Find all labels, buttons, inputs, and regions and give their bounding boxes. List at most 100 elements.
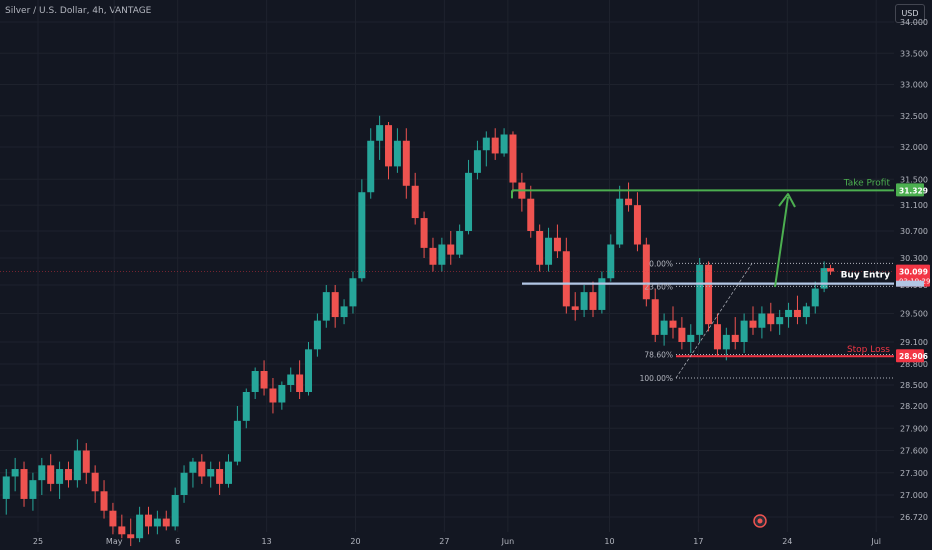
- buy-entry-label: Buy Entry: [841, 271, 891, 281]
- candle-body: [447, 244, 455, 255]
- candle: [500, 128, 508, 157]
- candle: [225, 454, 232, 488]
- candle-body: [633, 205, 641, 245]
- candle-body: [153, 518, 161, 527]
- candle: [580, 285, 588, 318]
- candle-body: [785, 309, 793, 318]
- candle-body: [722, 334, 730, 350]
- candle: [367, 128, 375, 199]
- candle-body: [669, 320, 677, 328]
- candle-body: [73, 450, 81, 481]
- candle-body: [171, 495, 179, 527]
- candle-body: [545, 237, 553, 265]
- candle: [598, 271, 606, 314]
- candle: [420, 211, 428, 258]
- candle: [340, 299, 348, 325]
- candle-body: [233, 420, 241, 462]
- candle: [82, 443, 90, 484]
- candle: [642, 237, 650, 307]
- candle: [536, 224, 544, 272]
- candle: [625, 182, 633, 212]
- currency-button[interactable]: USD: [895, 4, 925, 23]
- price-tick-label: 30.700: [900, 227, 928, 236]
- candle-body: [367, 140, 375, 193]
- candle: [109, 502, 117, 535]
- price-tick-label: 26.720: [900, 513, 928, 522]
- candle: [660, 313, 668, 346]
- price-tick-label: 33.500: [900, 49, 928, 58]
- price-tick-label: 33.000: [900, 81, 928, 90]
- candle: [233, 406, 241, 466]
- candle-body: [376, 125, 384, 141]
- candle-body: [642, 244, 650, 300]
- candle-body: [38, 465, 46, 481]
- candle-body: [527, 198, 535, 231]
- candle-body: [553, 237, 561, 252]
- candle-body: [705, 264, 713, 325]
- candle: [607, 234, 615, 282]
- price-tick-label: 27.300: [900, 469, 928, 478]
- economic-event-icon-dot[interactable]: [757, 518, 763, 524]
- candle: [553, 224, 561, 258]
- candle-body: [607, 244, 615, 279]
- fib-level-label: 23.60%: [644, 282, 673, 291]
- candle-body: [358, 192, 366, 279]
- candle: [376, 115, 384, 160]
- candle: [91, 465, 99, 503]
- candle-body: [118, 526, 126, 535]
- candle-body: [47, 465, 55, 484]
- candle-body: [29, 480, 37, 499]
- candle: [527, 185, 535, 238]
- time-tick-label: Jul: [870, 537, 881, 546]
- candle-body: [562, 251, 570, 307]
- candle: [776, 309, 784, 335]
- price-tick-label: 32.000: [900, 143, 928, 152]
- time-tick-label: 17: [693, 537, 703, 546]
- candle: [260, 360, 268, 396]
- candle: [767, 302, 775, 332]
- candle-body: [687, 334, 695, 342]
- time-tick-label: 20: [350, 537, 360, 546]
- candle: [118, 514, 126, 539]
- candle: [651, 288, 659, 342]
- candle: [56, 461, 64, 499]
- candle-body: [536, 231, 544, 265]
- candle-body: [11, 469, 19, 477]
- candle-body: [207, 469, 215, 477]
- price-tick-label: 29.100: [900, 338, 928, 347]
- candle: [473, 140, 481, 180]
- candle: [189, 457, 197, 488]
- candle: [820, 261, 828, 293]
- candle: [616, 185, 624, 248]
- candle-body: [438, 244, 446, 265]
- chart-title: Silver / U.S. Dollar, 4h, VANTAGE: [5, 6, 152, 16]
- candle-body: [322, 292, 330, 321]
- candle: [162, 510, 170, 531]
- candle-body: [500, 134, 508, 154]
- candle: [705, 261, 713, 332]
- candle: [722, 327, 730, 361]
- candle: [216, 461, 224, 495]
- price-tick-label: 32.500: [900, 112, 928, 121]
- time-tick-label: 6: [175, 537, 180, 546]
- candle-body: [465, 172, 473, 231]
- candle: [278, 381, 286, 410]
- drawings-layer: Take Profit Buy Entry Stop Loss 0.00% 23.60%…: [0, 178, 894, 383]
- price-tick-label: 30.300: [900, 254, 928, 263]
- candle: [713, 313, 721, 357]
- candle-body: [180, 472, 188, 495]
- candle: [358, 179, 366, 282]
- time-tick-label: 13: [262, 537, 272, 546]
- candle-body: [100, 491, 108, 511]
- candle: [669, 306, 677, 339]
- candle-body: [162, 518, 170, 527]
- time-tick-label: May: [106, 537, 123, 546]
- candle-body: [482, 137, 490, 151]
- time-tick-label: 27: [439, 537, 449, 546]
- candle: [242, 388, 250, 429]
- candle: [731, 317, 739, 350]
- candle: [100, 480, 108, 519]
- candle-body: [109, 510, 117, 527]
- candle-body: [678, 327, 686, 342]
